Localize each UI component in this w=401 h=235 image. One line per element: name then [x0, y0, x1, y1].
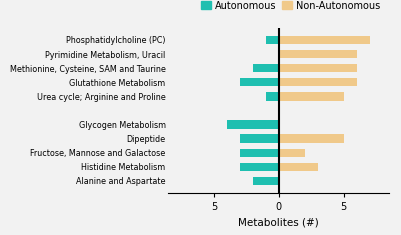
Bar — [266, 92, 279, 101]
Bar — [279, 92, 344, 101]
Bar — [279, 78, 356, 86]
Bar — [240, 149, 279, 157]
Bar — [227, 120, 279, 129]
Bar — [253, 64, 279, 72]
Bar — [266, 36, 279, 44]
Bar — [279, 36, 369, 44]
Bar — [279, 163, 318, 171]
Bar — [279, 134, 344, 143]
Bar — [279, 50, 356, 58]
Bar — [279, 64, 356, 72]
Legend: Autonomous, Non-Autonomous: Autonomous, Non-Autonomous — [198, 0, 384, 15]
X-axis label: Metabolites (#): Metabolites (#) — [238, 217, 319, 227]
Bar — [240, 163, 279, 171]
Bar — [279, 149, 305, 157]
Bar — [240, 134, 279, 143]
Bar — [240, 78, 279, 86]
Bar — [253, 177, 279, 185]
